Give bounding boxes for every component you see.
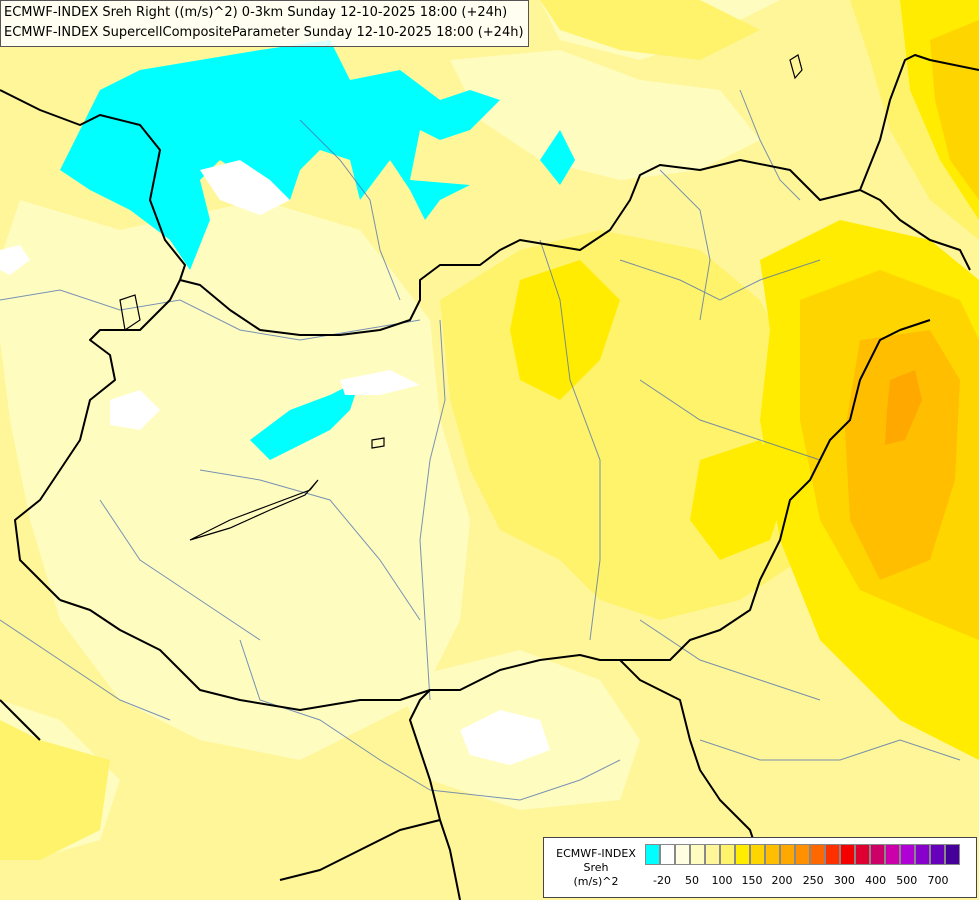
legend-label-model: ECMWF-INDEX (556, 847, 636, 860)
legend-swatch (915, 844, 930, 865)
legend-swatch (735, 844, 750, 865)
legend-tick: 700 (927, 874, 949, 887)
lakes (119, 54, 803, 541)
legend-swatch (870, 844, 885, 865)
legend-label: ECMWF-INDEX Sreh (m/s)^2 (548, 847, 644, 889)
legend-ticks: -20 50 100 150 200 250 300 400 500 700 (645, 874, 975, 890)
rivers (0, 89, 961, 801)
legend-swatch (795, 844, 810, 865)
field-white (0, 160, 550, 765)
legend-swatches (645, 844, 960, 865)
legend-swatch (720, 844, 735, 865)
legend-swatch (855, 844, 870, 865)
field-cyan (60, 40, 575, 460)
legend-tick: 400 (865, 874, 887, 887)
legend-swatch (765, 844, 780, 865)
legend-swatch (900, 844, 915, 865)
color-legend: ECMWF-INDEX Sreh (m/s)^2 -20 50 100 150 200 2… (543, 837, 977, 898)
legend-swatch (840, 844, 855, 865)
legend-label-unit: (m/s)^2 (573, 875, 619, 888)
legend-swatch (945, 844, 960, 865)
legend-swatch (690, 844, 705, 865)
legend-tick: 200 (771, 874, 793, 887)
legend-swatch (750, 844, 765, 865)
legend-swatch (930, 844, 945, 865)
map-title-box: ECMWF-INDEX Sreh Right ((m/s)^2) 0-3km S… (0, 0, 529, 47)
legend-swatch (675, 844, 690, 865)
legend-tick: 250 (802, 874, 824, 887)
legend-tick: 500 (896, 874, 918, 887)
legend-swatch (825, 844, 840, 865)
legend-swatch (705, 844, 720, 865)
title-line-2: ECMWF-INDEX SupercellCompositeParameter … (4, 25, 524, 40)
legend-tick: 50 (685, 874, 699, 887)
legend-swatch (645, 844, 660, 865)
legend-swatch (810, 844, 825, 865)
legend-swatch (885, 844, 900, 865)
legend-tick: 150 (741, 874, 763, 887)
legend-swatch (660, 844, 675, 865)
legend-label-param: Sreh (583, 861, 609, 874)
field-orange (845, 330, 960, 580)
country-borders (0, 54, 979, 900)
legend-tick: -20 (653, 874, 671, 887)
title-line-1: ECMWF-INDEX Sreh Right ((m/s)^2) 0-3km S… (4, 5, 508, 20)
legend-swatch (780, 844, 795, 865)
field-dark-orange (885, 370, 922, 445)
legend-tick: 300 (833, 874, 855, 887)
legend-tick: 100 (711, 874, 733, 887)
